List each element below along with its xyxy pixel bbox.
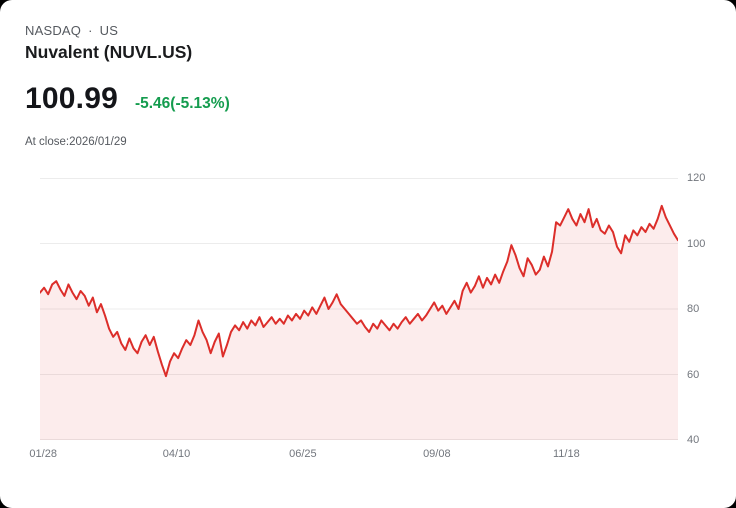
price-row: 100.99 -5.46(-5.13%): [25, 82, 230, 116]
price-change: -5.46(-5.13%): [134, 95, 230, 112]
x-axis-label: 09/08: [423, 448, 451, 460]
price-line: [40, 204, 678, 378]
x-axis-label: 06/25: [289, 448, 317, 460]
exchange-row: NASDAQ · US: [25, 23, 118, 38]
close-note: At close:2026/01/29: [25, 136, 127, 148]
instrument-title: Nuvalent (NUVL.US): [25, 42, 193, 62]
y-axis-label: 100: [687, 237, 706, 250]
y-axis-label: 80: [687, 303, 700, 315]
y-axis: 40 60 80 100 120: [687, 172, 731, 446]
exchange-label: NASDAQ: [25, 23, 82, 38]
x-axis-label: 04/10: [162, 448, 191, 460]
y-axis-label: 60: [687, 368, 700, 381]
y-axis-label: 120: [687, 172, 706, 184]
price-chart-svg: [40, 178, 678, 440]
region-label: US: [99, 23, 119, 38]
y-axis-label: 40: [687, 434, 700, 446]
price-value: 100.99: [25, 82, 118, 115]
x-axis-label: 11/18: [552, 448, 580, 460]
x-axis-label: 01/28: [29, 448, 57, 460]
separator-dot: ·: [88, 23, 93, 38]
price-chart[interactable]: [40, 178, 678, 440]
x-axis: 01/28 04/10 06/25 09/08 11/18: [29, 448, 678, 464]
